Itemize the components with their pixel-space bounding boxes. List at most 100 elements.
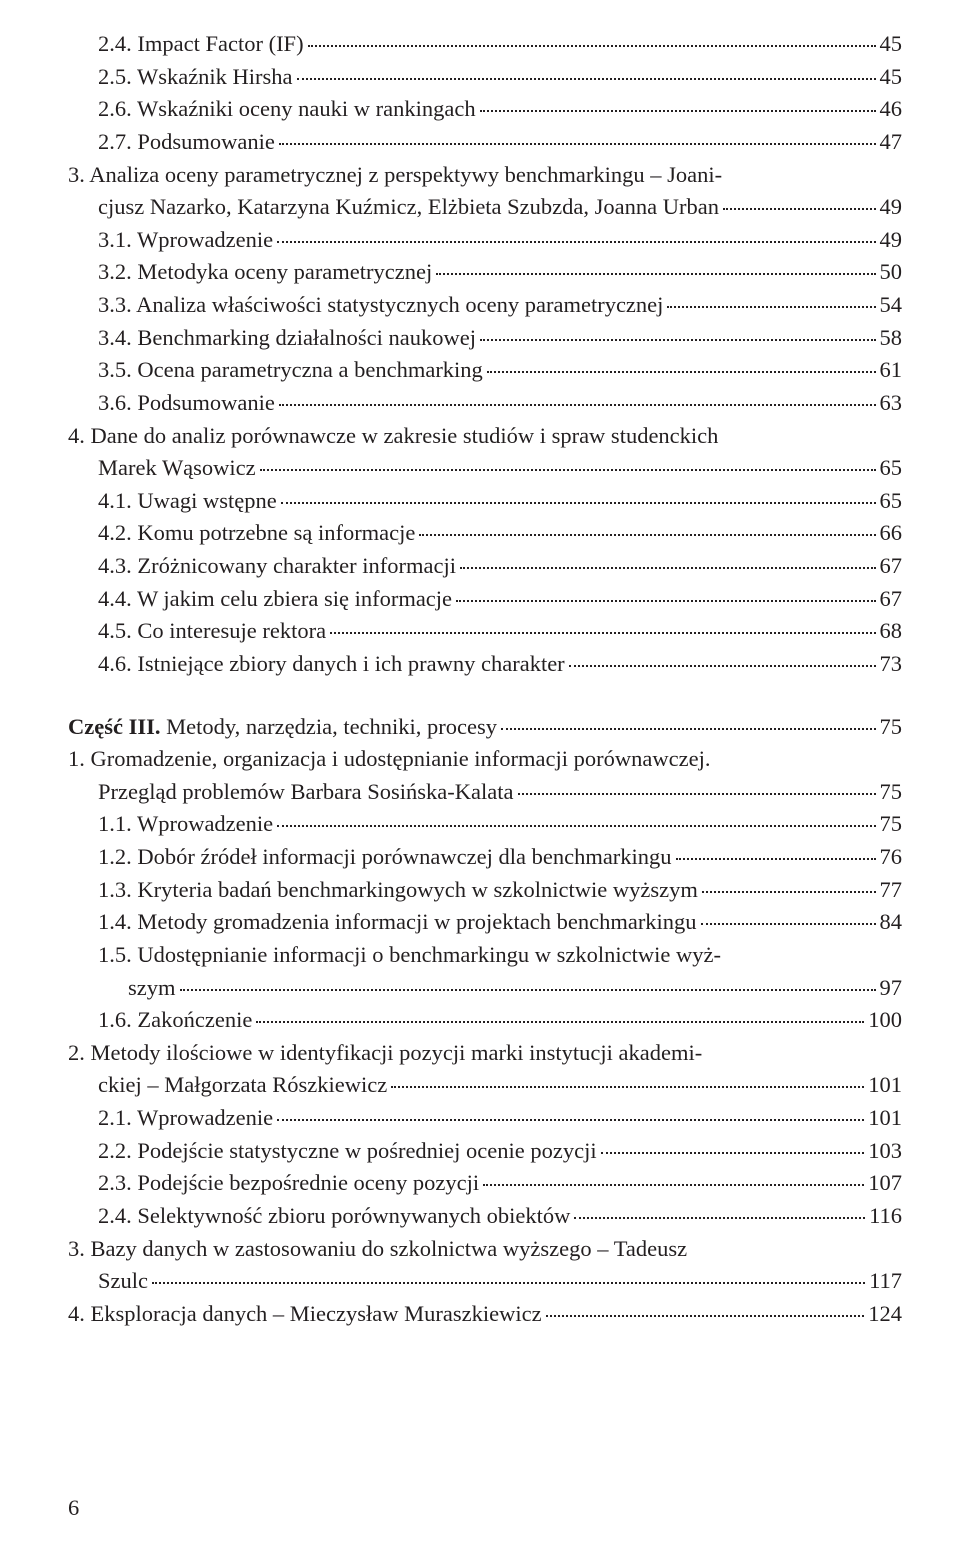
toc-entry-text: 4. Eksploracja danych – Mieczysław Muras… xyxy=(68,1298,542,1331)
toc-entry-text: Szulc xyxy=(98,1265,148,1298)
toc-entry-page: 75 xyxy=(880,808,903,841)
toc-entry-page: 46 xyxy=(880,93,903,126)
toc-entry: 2.1. Wprowadzenie101 xyxy=(68,1102,902,1135)
toc-entry-page: 49 xyxy=(880,191,903,224)
toc-entry-page: 45 xyxy=(880,28,903,61)
toc-entry-text: 2.4. Selektywność zbioru porównywanych o… xyxy=(98,1200,570,1233)
toc-entry-page: 100 xyxy=(868,1004,902,1037)
toc-leader-dots xyxy=(483,1184,864,1186)
toc-entry: 2.6. Wskaźniki oceny nauki w rankingach4… xyxy=(68,93,902,126)
toc-leader-dots xyxy=(518,793,876,795)
toc-entry-page: 124 xyxy=(868,1298,902,1331)
toc-entry: 4.1. Uwagi wstępne65 xyxy=(68,485,902,518)
toc-leader-dots xyxy=(546,1315,865,1317)
toc-entry-page: 84 xyxy=(880,906,903,939)
toc-entry-text: 2.5. Wskaźnik Hirsha xyxy=(98,61,293,94)
toc-entry-page: 47 xyxy=(880,126,903,159)
toc-entry-text: 1.6. Zakończenie xyxy=(98,1004,252,1037)
toc-entry: 3.4. Benchmarking działalności naukowej5… xyxy=(68,322,902,355)
toc-entry-text: 3. Bazy danych w zastosowaniu do szkolni… xyxy=(68,1233,687,1266)
toc-entry: 4. Dane do analiz porównawcze w zakresie… xyxy=(68,420,902,453)
toc-entry: 2.7. Podsumowanie47 xyxy=(68,126,902,159)
toc-leader-dots xyxy=(279,143,876,145)
toc-entry-page: 67 xyxy=(880,550,903,583)
toc-leader-dots xyxy=(667,306,875,308)
toc-entry: 2.3. Podejście bezpośrednie oceny pozycj… xyxy=(68,1167,902,1200)
toc-entry-text: 4. Dane do analiz porównawcze w zakresie… xyxy=(68,420,718,453)
toc-leader-dots xyxy=(701,923,876,925)
toc-entry-text: Część III. Metody, narzędzia, techniki, … xyxy=(68,711,497,744)
toc-leader-dots xyxy=(281,502,876,504)
toc-entry: 4.4. W jakim celu zbiera się informacje6… xyxy=(68,583,902,616)
toc-entry-text: 3.1. Wprowadzenie xyxy=(98,224,273,257)
toc-entry: 1.1. Wprowadzenie 75 xyxy=(68,808,902,841)
toc-entry: Szulc 117 xyxy=(68,1265,902,1298)
toc-entry: 4. Eksploracja danych – Mieczysław Muras… xyxy=(68,1298,902,1331)
toc-leader-dots xyxy=(501,728,875,730)
toc-entry-page: 66 xyxy=(880,517,903,550)
toc-entry-text: 2.2. Podejście statystyczne w pośredniej… xyxy=(98,1135,597,1168)
toc-leader-dots xyxy=(279,404,876,406)
toc-entry-text: 2.3. Podejście bezpośrednie oceny pozycj… xyxy=(98,1167,479,1200)
toc-leader-dots xyxy=(460,567,876,569)
toc-entry-page: 67 xyxy=(880,583,903,616)
toc-leader-dots xyxy=(277,825,875,827)
toc-entry-text: 3.4. Benchmarking działalności naukowej xyxy=(98,322,476,355)
toc-entry: Marek Wąsowicz65 xyxy=(68,452,902,485)
toc-leader-dots xyxy=(480,110,876,112)
toc-entry: 4.3. Zróżnicowany charakter informacji 67 xyxy=(68,550,902,583)
toc-entry-page: 45 xyxy=(880,61,903,94)
toc-entry: 4.2. Komu potrzebne są informacje 66 xyxy=(68,517,902,550)
toc-entry: 3.2. Metodyka oceny parametrycznej 50 xyxy=(68,256,902,289)
toc-leader-dots xyxy=(601,1152,865,1154)
toc-entry-text: 4.6. Istniejące zbiory danych i ich praw… xyxy=(98,648,565,681)
toc-leader-dots xyxy=(456,600,875,602)
toc-entry-text: 4.2. Komu potrzebne są informacje xyxy=(98,517,415,550)
toc-entry-page: 117 xyxy=(869,1265,902,1298)
page-number: 6 xyxy=(68,1492,79,1525)
toc-entry-text: 3.2. Metodyka oceny parametrycznej xyxy=(98,256,432,289)
toc-leader-dots xyxy=(574,1217,865,1219)
toc-entry-page: 97 xyxy=(880,972,903,1005)
toc-entry: 3.6. Podsumowanie63 xyxy=(68,387,902,420)
toc-entry-text: 3. Analiza oceny parametrycznej z perspe… xyxy=(68,159,722,192)
toc-entry: Część III. Metody, narzędzia, techniki, … xyxy=(68,711,902,744)
toc-entry-page: 75 xyxy=(880,711,903,744)
toc-entry: 2.4. Impact Factor (IF)45 xyxy=(68,28,902,61)
table-of-contents: 2.4. Impact Factor (IF)452.5. Wskaźnik H… xyxy=(68,28,902,1330)
toc-entry-text: 3.5. Ocena parametryczna a benchmarking xyxy=(98,354,483,387)
toc-entry-page: 50 xyxy=(880,256,903,289)
toc-entry-text: cjusz Nazarko, Katarzyna Kuźmicz, Elżbie… xyxy=(98,191,719,224)
toc-entry-text: 1.1. Wprowadzenie xyxy=(98,808,273,841)
toc-entry: 1.6. Zakończenie 100 xyxy=(68,1004,902,1037)
toc-leader-dots xyxy=(676,858,876,860)
toc-entry: ckiej – Małgorzata Rószkiewicz101 xyxy=(68,1069,902,1102)
toc-leader-dots xyxy=(391,1086,864,1088)
toc-leader-dots xyxy=(256,1021,864,1023)
toc-entry-text: 2. Metody ilościowe w identyfikacji pozy… xyxy=(68,1037,702,1070)
toc-leader-dots xyxy=(297,78,876,80)
toc-entry-text: 1. Gromadzenie, organizacja i udostępnia… xyxy=(68,743,710,776)
toc-entry-text: 4.5. Co interesuje rektora xyxy=(98,615,326,648)
toc-leader-dots xyxy=(480,339,875,341)
toc-leader-dots xyxy=(152,1282,865,1284)
toc-entry-page: 75 xyxy=(880,776,903,809)
toc-leader-dots xyxy=(419,534,875,536)
toc-entry-page: 65 xyxy=(880,452,903,485)
toc-leader-dots xyxy=(702,891,876,893)
toc-entry: 3.1. Wprowadzenie49 xyxy=(68,224,902,257)
toc-entry-text: 1.2. Dobór źródeł informacji porównawcze… xyxy=(98,841,672,874)
toc-entry-text: 3.3. Analiza właściwości statystycznych … xyxy=(98,289,663,322)
toc-leader-dots xyxy=(487,371,876,373)
toc-entry: 4.6. Istniejące zbiory danych i ich praw… xyxy=(68,648,902,681)
toc-entry-text: 1.3. Kryteria badań benchmarkingowych w … xyxy=(98,874,698,907)
toc-entry-page: 68 xyxy=(880,615,903,648)
toc-entry: 3.3. Analiza właściwości statystycznych … xyxy=(68,289,902,322)
toc-entry-text: 4.3. Zróżnicowany charakter informacji xyxy=(98,550,456,583)
toc-leader-dots xyxy=(569,665,876,667)
toc-entry-page: 61 xyxy=(880,354,903,387)
toc-entry: 4.5. Co interesuje rektora 68 xyxy=(68,615,902,648)
toc-entry: 1.4. Metody gromadzenia informacji w pro… xyxy=(68,906,902,939)
toc-entry: Przegląd problemów Barbara Sosińska-Kala… xyxy=(68,776,902,809)
toc-entry-text: 4.1. Uwagi wstępne xyxy=(98,485,277,518)
